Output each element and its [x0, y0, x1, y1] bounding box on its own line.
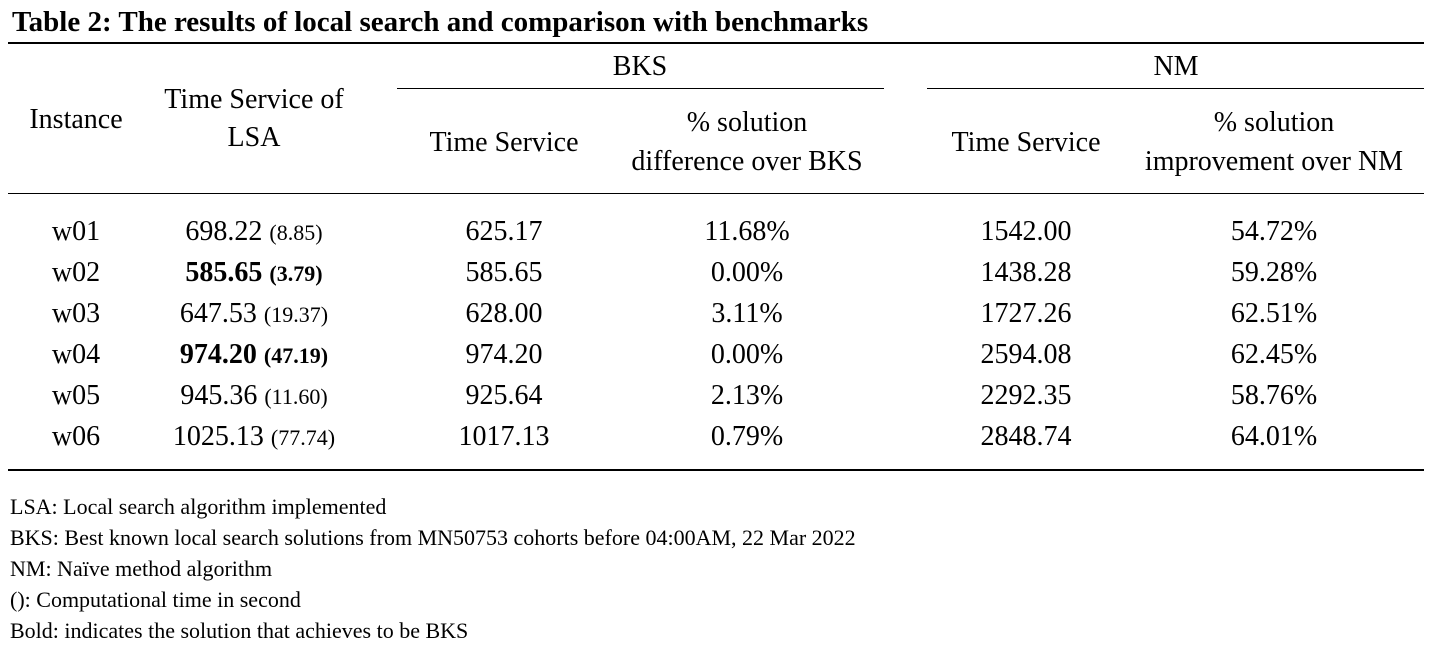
lsa-computational-time: (11.60): [264, 384, 328, 409]
note-bks: BKS: Best known local search solutions f…: [10, 525, 856, 550]
cell-lsa: 1025.13 (77.74): [173, 418, 335, 457]
cell-instance: w01: [51, 216, 101, 247]
table-title: Table 2: The results of local search and…: [12, 6, 869, 38]
header-nm-group: NM: [1153, 51, 1199, 82]
header-nm-impr-line1: % solution: [1213, 107, 1335, 138]
cell-nm-time: 1438.28: [980, 257, 1072, 288]
lsa-value: 647.53: [179, 298, 257, 329]
cell-bks-time: 625.17: [465, 216, 543, 247]
header-lsa-line2: LSA: [227, 122, 281, 153]
lsa-value: 1025.13: [172, 421, 264, 452]
cell-nm-impr: 62.45%: [1230, 339, 1318, 370]
lsa-computational-time: (8.85): [269, 220, 323, 245]
cell-bks-diff: 0.00%: [710, 339, 784, 370]
cell-lsa: 647.53 (19.37): [180, 295, 328, 334]
lsa-value: 698.22: [185, 216, 263, 247]
note-lsa: LSA: Local search algorithm implemented: [10, 494, 387, 519]
cell-bks-time: 925.64: [465, 380, 543, 411]
cell-lsa: 945.36 (11.60): [180, 377, 327, 416]
lsa-computational-time: (47.19): [263, 343, 329, 368]
cell-nm-time: 1727.26: [980, 298, 1072, 329]
nm-group-rule: [927, 88, 1424, 89]
lsa-value: 585.65: [185, 257, 263, 288]
lsa-computational-time: (19.37): [263, 302, 329, 327]
top-rule: [8, 42, 1424, 44]
lsa-computational-time: (77.74): [270, 425, 336, 450]
header-bottom-rule: [8, 193, 1424, 194]
lsa-computational-time: (3.79): [269, 261, 323, 286]
cell-bks-diff: 3.11%: [711, 298, 783, 329]
cell-nm-impr: 58.76%: [1230, 380, 1318, 411]
cell-lsa: 698.22 (8.85): [185, 213, 322, 252]
lsa-value: 945.36: [180, 380, 258, 411]
note-nm: NM: Naïve method algorithm: [10, 556, 273, 581]
cell-instance: w05: [51, 380, 101, 411]
header-instance: Instance: [29, 104, 123, 135]
cell-lsa: 974.20 (47.19): [180, 336, 328, 375]
header-lsa-line1: Time Service of: [164, 84, 344, 115]
cell-bks-diff: 0.00%: [710, 257, 784, 288]
header-nm-impr-line2: improvement over NM: [1144, 146, 1404, 177]
header-nm-time: Time Service: [951, 127, 1101, 158]
cell-nm-impr: 62.51%: [1230, 298, 1318, 329]
note-bold: Bold: indicates the solution that achiev…: [10, 618, 469, 643]
cell-instance: w02: [51, 257, 101, 288]
cell-nm-time: 1542.00: [980, 216, 1072, 247]
cell-bks-time: 974.20: [465, 339, 543, 370]
cell-nm-time: 2848.74: [980, 421, 1072, 452]
cell-bks-time: 628.00: [465, 298, 543, 329]
cell-instance: w03: [51, 298, 101, 329]
cell-bks-diff: 2.13%: [710, 380, 784, 411]
cell-nm-time: 2292.35: [980, 380, 1072, 411]
header-bks-group: BKS: [612, 51, 668, 82]
cell-nm-impr: 64.01%: [1230, 421, 1318, 452]
cell-bks-diff: 11.68%: [704, 216, 790, 247]
cell-nm-time: 2594.08: [980, 339, 1072, 370]
bks-group-rule: [397, 88, 884, 89]
lsa-value: 974.20: [179, 339, 257, 370]
table-bottom-rule: [8, 469, 1424, 471]
cell-instance: w04: [51, 339, 101, 370]
cell-lsa: 585.65 (3.79): [185, 254, 322, 293]
header-bks-diff-line2: difference over BKS: [631, 146, 863, 177]
cell-nm-impr: 54.72%: [1230, 216, 1318, 247]
header-bks-time: Time Service: [429, 127, 579, 158]
cell-bks-diff: 0.79%: [710, 421, 784, 452]
cell-bks-time: 1017.13: [458, 421, 550, 452]
cell-instance: w06: [51, 421, 101, 452]
cell-nm-impr: 59.28%: [1230, 257, 1318, 288]
note-parentheses: (): Computational time in second: [10, 587, 301, 612]
header-bks-diff-line1: % solution: [686, 107, 808, 138]
cell-bks-time: 585.65: [465, 257, 543, 288]
